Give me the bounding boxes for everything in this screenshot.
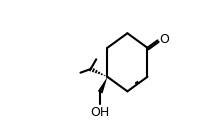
Text: OH: OH [90,106,109,119]
Text: O: O [159,33,169,46]
Polygon shape [98,77,107,93]
